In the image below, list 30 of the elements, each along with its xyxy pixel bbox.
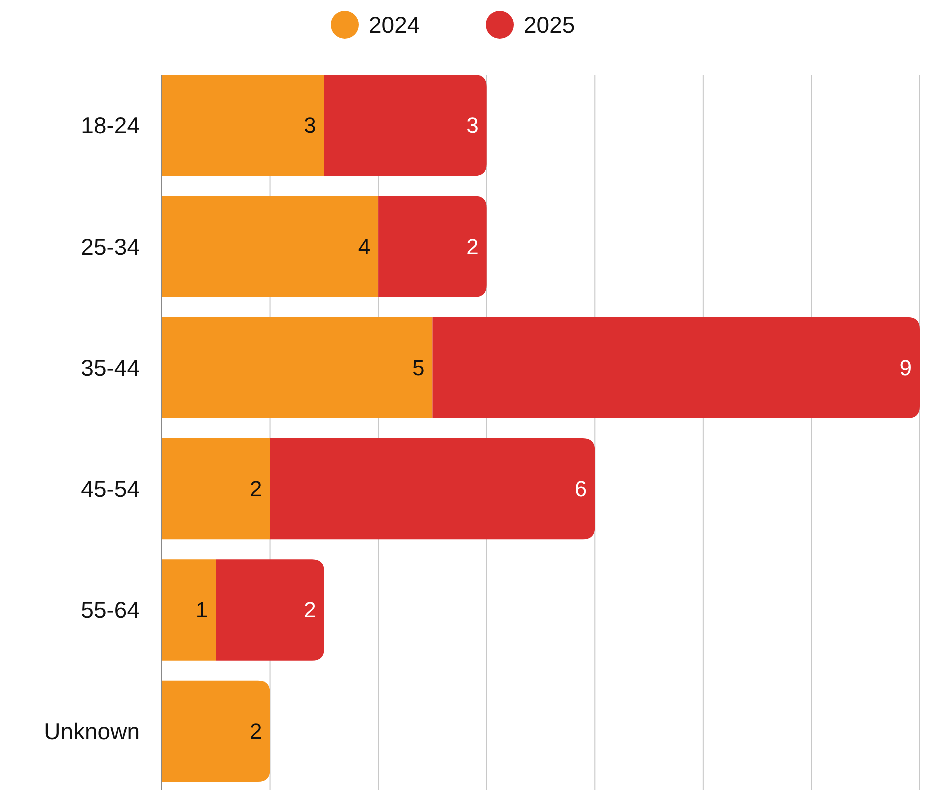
data-label: 3 xyxy=(466,113,479,138)
y-tick-label: 45-54 xyxy=(81,476,140,502)
data-label: 6 xyxy=(574,476,588,502)
y-tick-label: 25-34 xyxy=(81,234,140,260)
legend-label: 2025 xyxy=(524,12,576,38)
bar xyxy=(162,438,270,540)
legend-label: 2024 xyxy=(369,12,420,38)
y-tick-label: 18-24 xyxy=(81,112,140,139)
data-label: 2 xyxy=(304,598,316,623)
bar xyxy=(216,560,324,661)
bar xyxy=(324,75,487,176)
bar xyxy=(162,560,216,661)
bar xyxy=(378,196,487,298)
bar xyxy=(432,317,920,419)
bar xyxy=(162,317,433,419)
data-label: 2 xyxy=(250,476,262,502)
data-label: 2 xyxy=(466,234,479,260)
bar xyxy=(162,75,324,176)
data-label: 9 xyxy=(900,355,912,380)
bar xyxy=(162,196,379,298)
data-label: 2 xyxy=(250,718,262,744)
data-label: 1 xyxy=(196,598,208,623)
data-label: 4 xyxy=(358,234,371,260)
data-label: 5 xyxy=(412,355,425,380)
bar xyxy=(270,438,596,540)
y-tick-label: 55-64 xyxy=(81,597,140,624)
y-tick-label: 35-44 xyxy=(81,354,140,381)
y-tick-label: Unknown xyxy=(44,718,140,744)
bar xyxy=(162,680,270,782)
data-label: 3 xyxy=(304,113,316,138)
